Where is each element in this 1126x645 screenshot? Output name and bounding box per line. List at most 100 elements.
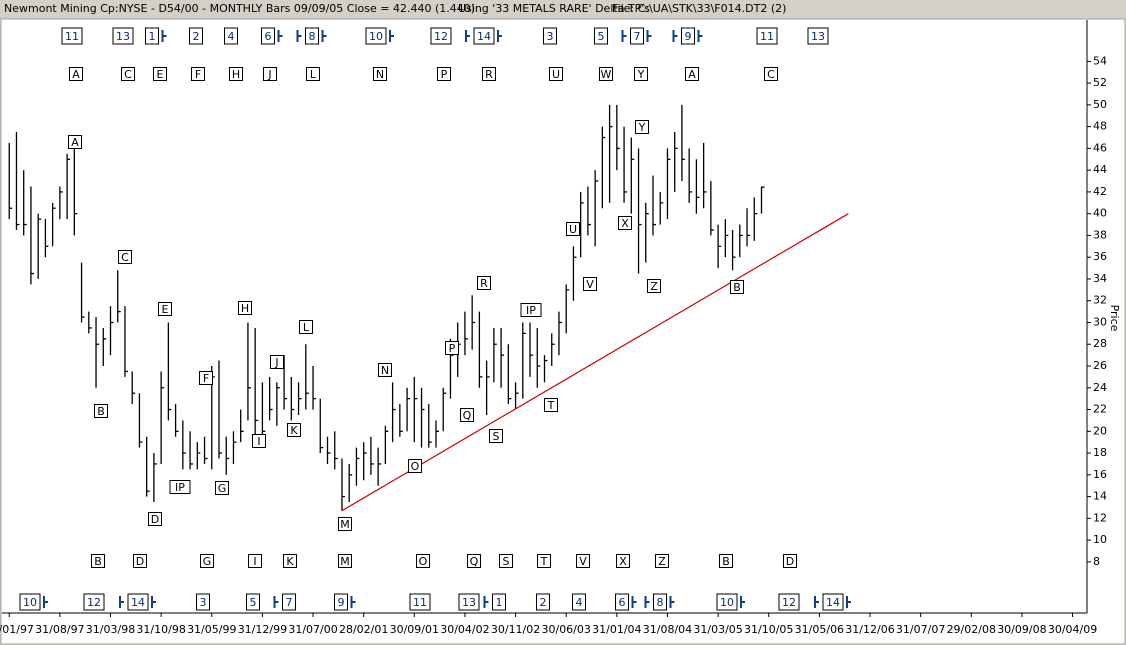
turn-label: G (203, 555, 212, 568)
chart-title: Newmont Mining Cp:NYSE - D54/00 - MONTHL… (4, 2, 475, 15)
turn-label: N (376, 68, 384, 81)
cycle-label: 7 (634, 30, 641, 43)
turn-label-box (133, 554, 147, 568)
cycle-label: 3 (200, 596, 207, 609)
turn-label: A (72, 68, 80, 81)
y-tick-label: 28 (1093, 337, 1107, 350)
chart-label: L (303, 321, 310, 334)
x-tick-label: 30/06/03 (541, 623, 590, 636)
cycle-label-box (61, 27, 83, 45)
x-tick-label: 30/04/09 (1048, 623, 1097, 636)
turn-label: S (503, 555, 510, 568)
cycle-label: 10 (23, 596, 37, 609)
cycle-label-box (822, 593, 844, 611)
turn-label: F (195, 68, 201, 81)
turn-label-box (121, 67, 135, 81)
cycle-label-box (473, 27, 495, 45)
chart-label-box (238, 301, 252, 315)
turn-label-box (373, 67, 387, 81)
y-tick-label: 10 (1093, 533, 1107, 546)
x-tick-label: 28/02/01 (339, 623, 388, 636)
y-tick-label: 24 (1093, 381, 1107, 394)
cycle-marker (697, 30, 703, 42)
cycle-label-box (112, 27, 134, 45)
y-tick-label: 20 (1093, 424, 1107, 437)
y-tick-label: 32 (1093, 294, 1107, 307)
cycle-label: 5 (598, 30, 605, 43)
chart-label: H (241, 302, 249, 315)
x-tick-label: 31/08/97 (35, 623, 84, 636)
y-tick-label: 34 (1093, 272, 1107, 285)
chart-label-box (544, 398, 558, 412)
chart-label: B (97, 405, 105, 418)
chart-label-box (378, 363, 392, 377)
cycle-marker (389, 30, 394, 42)
chart-label: S (493, 430, 500, 443)
file-label: File: C:\UA\STK\33\F014.DT2 (2) (612, 2, 786, 15)
cycle-marker (350, 596, 356, 608)
cycle-label: 13 (116, 30, 130, 43)
x-tick-label: 31/07/07 (896, 623, 945, 636)
cycle-marker (465, 30, 470, 42)
cycle-marker (672, 30, 678, 42)
chart-label: B (733, 281, 741, 294)
x-tick-label: 31/10/05 (744, 623, 793, 636)
turn-label: Y (637, 68, 645, 81)
turn-label-box (153, 67, 167, 81)
chart-label-box (169, 480, 191, 494)
cycle-label-box (615, 593, 629, 611)
turn-label-box (599, 67, 613, 81)
turn-label-box (576, 554, 590, 568)
turn-label: Q (470, 555, 479, 568)
chart-label: IP (175, 481, 185, 494)
cycle-label: 9 (685, 30, 692, 43)
cycle-label-box (305, 27, 319, 45)
cycle-label-box (653, 593, 667, 611)
chart-label-box (460, 408, 474, 422)
cycle-marker (43, 596, 48, 608)
chart-label-box (445, 341, 459, 355)
cycle-label-box (594, 27, 608, 45)
cycle-marker (277, 30, 283, 42)
chart-subtitle: Using '33 METALS RARE' Delta TP's (458, 2, 650, 15)
cycle-label: 14 (131, 596, 145, 609)
turn-label: B (94, 555, 102, 568)
chart-label: N (381, 364, 389, 377)
x-tick-label: 30/04/02 (440, 623, 489, 636)
cycle-label-box (807, 27, 829, 45)
chart-label: X (621, 217, 629, 230)
chart-label-box (647, 279, 661, 293)
turn-label-box (263, 67, 277, 81)
turn-label: U (552, 68, 560, 81)
y-axis-label: Price (1108, 305, 1121, 332)
turn-label-box (719, 554, 733, 568)
cycle-label: 12 (87, 596, 101, 609)
chart-label: M (340, 518, 350, 531)
turn-label: C (124, 68, 132, 81)
chart-label: V (586, 278, 594, 291)
turn-label-box (655, 554, 669, 568)
cycle-label-box (282, 593, 296, 611)
turn-label: D (786, 555, 794, 568)
chart-label: A (71, 136, 79, 149)
cycle-label: 10 (369, 30, 383, 43)
cycle-label-box (196, 593, 210, 611)
cycle-label: 14 (826, 596, 840, 609)
chart-label: G (218, 482, 227, 495)
turn-label-box (467, 554, 481, 568)
cycle-label-box (334, 593, 348, 611)
chart-label: O (411, 460, 420, 473)
turn-label: W (601, 68, 612, 81)
cycle-marker (161, 30, 167, 42)
cycle-label-box (19, 593, 41, 611)
cycle-marker (483, 596, 489, 608)
chart-label-box (287, 423, 301, 437)
cycle-label-box (261, 27, 275, 45)
y-tick-label: 30 (1093, 315, 1107, 328)
turn-label-box (482, 67, 496, 81)
x-tick-label: 31/08/04 (643, 623, 692, 636)
turn-label-box (685, 67, 699, 81)
chart-label: I (257, 435, 260, 448)
chart-label-box (158, 302, 172, 316)
